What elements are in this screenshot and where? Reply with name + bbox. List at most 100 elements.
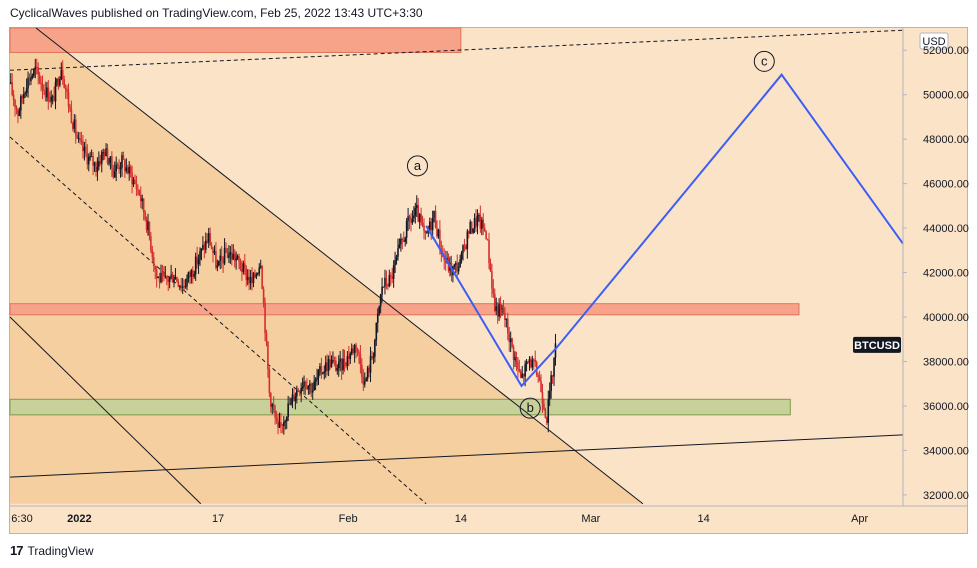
candle-body: [220, 255, 223, 259]
candle: [304, 380, 307, 396]
candle-body: [40, 82, 42, 85]
candle: [495, 297, 498, 316]
candle-body: [177, 281, 180, 287]
wave-label-circle: [406, 155, 428, 177]
candle-body: [462, 245, 464, 253]
candle-body: [35, 66, 38, 68]
candle: [434, 205, 437, 229]
candle-body: [232, 253, 235, 260]
tradingview-logo-icon: 17: [10, 543, 24, 558]
candle-body: [434, 210, 437, 228]
candle-body: [298, 391, 301, 393]
candle-body: [95, 162, 97, 172]
candle: [342, 349, 344, 375]
candle-body: [115, 164, 118, 172]
candle: [99, 155, 102, 166]
candle-body: [411, 218, 414, 223]
candle-body: [203, 244, 206, 250]
candle: [372, 352, 375, 365]
candle: [546, 416, 548, 426]
candle: [161, 264, 164, 283]
candle-body: [326, 362, 328, 371]
candle-body: [339, 358, 341, 363]
candle-body: [348, 355, 350, 360]
candle-body: [397, 248, 399, 257]
candle-body: [128, 166, 131, 174]
candle: [134, 174, 136, 185]
top-dashed-line: [9, 29, 904, 71]
candle: [63, 75, 65, 89]
brand-name[interactable]: TradingView: [27, 543, 94, 558]
candle-body: [210, 245, 213, 249]
candle: [528, 356, 531, 371]
candle: [353, 343, 356, 363]
candle-body: [109, 156, 112, 163]
candle: [109, 156, 112, 170]
candle: [548, 382, 551, 407]
candle-body: [521, 373, 524, 378]
candle-body: [168, 277, 171, 283]
candle: [116, 162, 119, 169]
candle: [122, 151, 125, 161]
candle-body: [66, 89, 68, 93]
candle-body: [200, 248, 203, 252]
candle-body: [293, 394, 295, 401]
candle-body: [113, 171, 116, 178]
candle-body: [37, 67, 39, 75]
y-tick-label: 32000.00: [923, 490, 969, 502]
candle-body: [122, 155, 125, 160]
candle: [215, 242, 217, 270]
candle-body: [453, 264, 456, 267]
candle: [126, 164, 129, 175]
candle-body: [551, 375, 554, 377]
candle-body: [155, 269, 158, 278]
candle: [391, 267, 393, 284]
candle-body: [389, 275, 392, 277]
candle: [35, 58, 38, 75]
candle: [287, 395, 289, 422]
candle: [385, 270, 388, 290]
candle-body: [368, 367, 370, 373]
candle: [66, 85, 68, 100]
candle-body: [171, 274, 174, 283]
candle-body: [311, 390, 314, 393]
candle: [154, 265, 157, 280]
candle-body: [410, 219, 412, 223]
candle-body: [187, 272, 190, 279]
top-resistance-zone: [9, 27, 462, 53]
candle-body: [320, 365, 323, 374]
candle: [82, 135, 84, 159]
candle-body: [125, 167, 128, 172]
candle: [178, 285, 181, 291]
candle-body: [189, 272, 191, 277]
candle-body: [82, 141, 84, 152]
candle-body: [259, 266, 262, 268]
candle: [407, 207, 409, 231]
candle-body: [9, 82, 12, 84]
candle-body: [489, 263, 492, 272]
candle-body: [525, 361, 528, 365]
candle-body: [56, 79, 58, 83]
publish-info: CyclicalWaves published on TradingView.c…: [10, 6, 423, 20]
candle: [402, 231, 405, 243]
candle-body: [495, 306, 498, 311]
x-tick-label: Mar: [581, 513, 600, 525]
candle-body: [50, 96, 52, 102]
candle: [480, 216, 483, 236]
candle-body: [51, 96, 54, 98]
candle-body: [329, 359, 331, 368]
candle-body: [199, 251, 201, 260]
wave-labels-layer: a b c: [406, 50, 775, 419]
candle-body: [72, 123, 74, 129]
candle-body: [415, 205, 418, 209]
resistance-zone: [9, 303, 800, 316]
candle: [131, 165, 133, 194]
candle-body: [118, 166, 120, 170]
candle: [248, 269, 250, 291]
candle: [259, 259, 262, 269]
candle: [246, 269, 249, 286]
candle-body: [12, 94, 15, 101]
candle-body: [394, 260, 396, 266]
candle-body: [137, 189, 139, 191]
